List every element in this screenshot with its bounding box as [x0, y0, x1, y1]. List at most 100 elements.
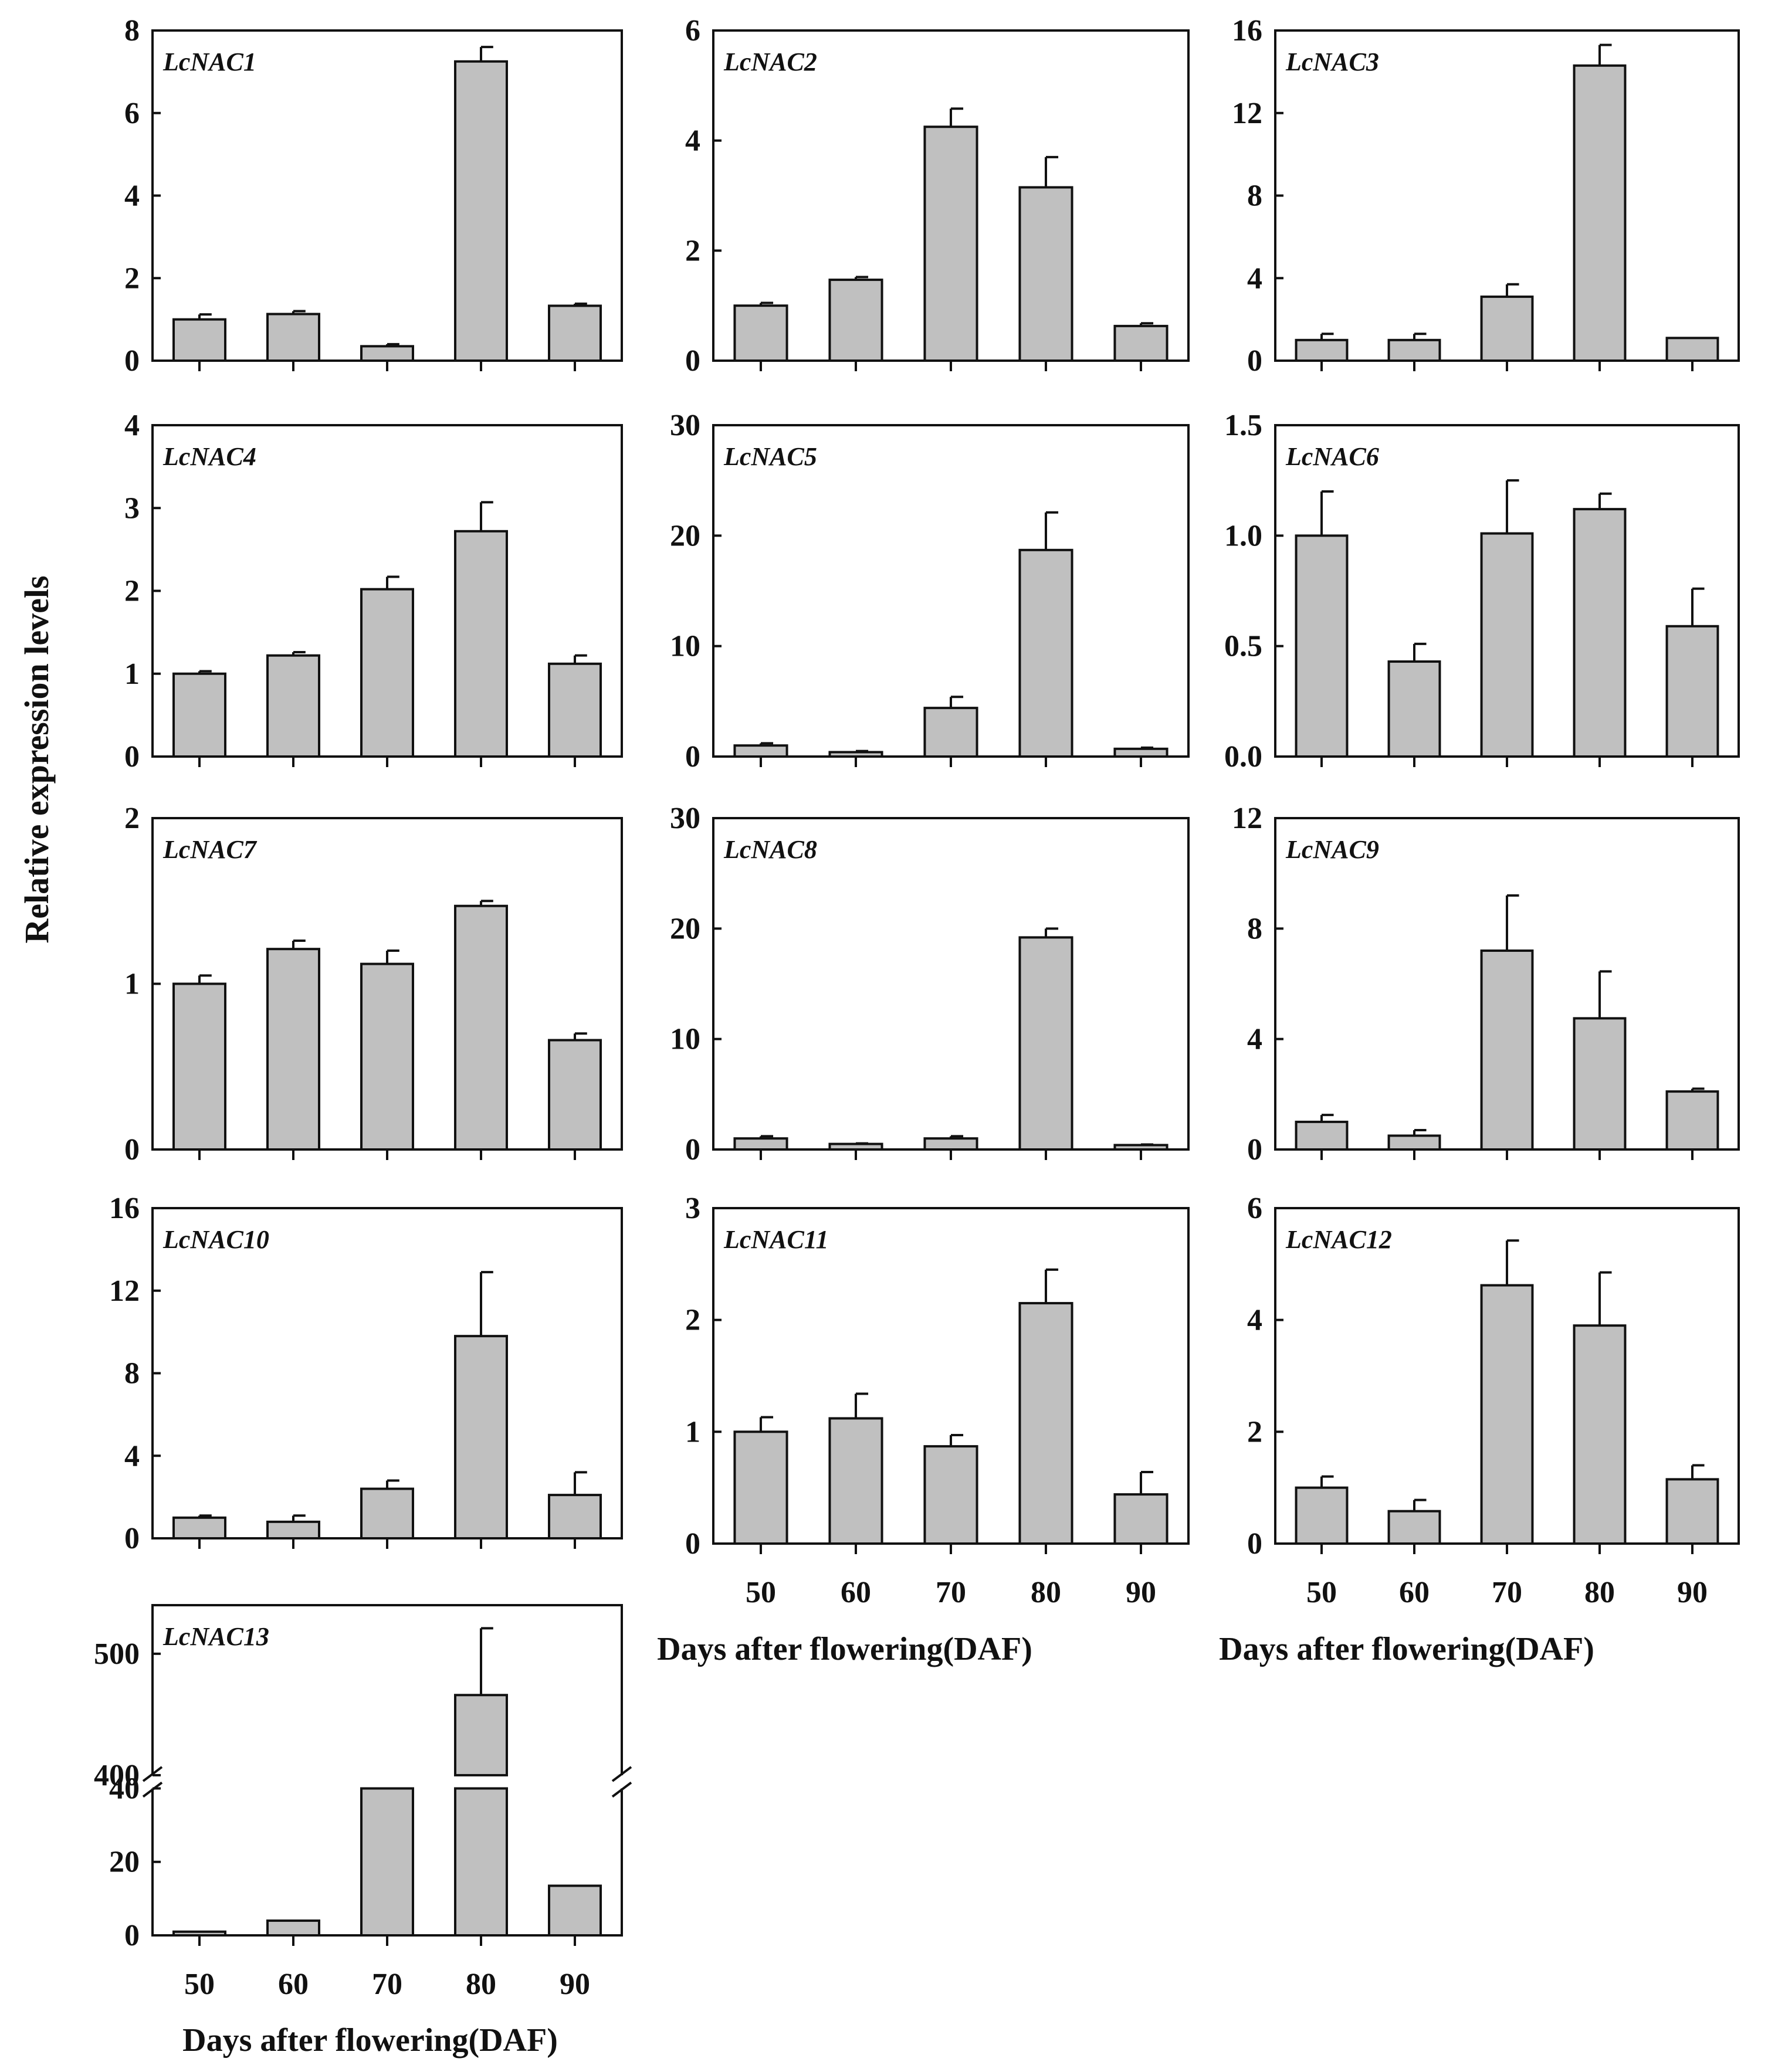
y-tick-label: 0 [685, 1527, 700, 1561]
bar-70 [923, 707, 978, 758]
bar-60 [1387, 1134, 1441, 1151]
y-tick-label: 0 [1247, 1133, 1262, 1166]
x-tick-label: 90 [1126, 1576, 1156, 1609]
x-tick-label: 60 [278, 1968, 309, 2001]
y-tick-label: 40 [109, 1772, 140, 1805]
chart-panels: 02468LcNAC10246LcNAC20481216LcNAC301234L… [94, 14, 1740, 2001]
y-tick-label: 500 [94, 1637, 140, 1671]
bar-90 [1665, 625, 1719, 758]
bar-60 [266, 1919, 320, 1937]
bar-80 [1573, 1017, 1627, 1151]
bar-90 [1665, 1478, 1719, 1545]
y-tick-label: 4 [1247, 262, 1262, 295]
bar-80 [1018, 1302, 1073, 1545]
bar-50 [172, 982, 226, 1151]
x-axis-titles: Days after flowering(DAF) Days after flo… [182, 1631, 1594, 2059]
y-tick-label: 2 [685, 1304, 700, 1337]
bar-70 [923, 1445, 978, 1545]
y-tick-label: 2 [124, 802, 140, 835]
bar-60 [1387, 660, 1441, 758]
panel-lcnac1: 0 2 4 6 8 LcNAC1 [124, 14, 623, 378]
x-tick-label: 50 [1306, 1576, 1337, 1609]
panel-lcnac7: 0 1 2 LcNAC7 [124, 802, 623, 1166]
bar-90 [1113, 747, 1168, 758]
bar-50 [172, 1516, 226, 1539]
bar-90 [548, 1884, 602, 1937]
y-tick-label: 0 [1247, 1527, 1262, 1561]
y-tick-label: 2 [124, 262, 140, 295]
panel-lcnac10: 0 4 8 12 16 LcNAC10 [109, 1192, 623, 1555]
y-tick-label: 1.5 [1224, 409, 1262, 442]
bar-60 [828, 1417, 883, 1545]
y-tick-label: 0 [1247, 344, 1262, 378]
x-tick-label: 70 [372, 1968, 402, 2001]
y-tick-label: 20 [670, 912, 700, 945]
bar-80 [454, 60, 508, 362]
bar-50 [172, 672, 226, 758]
panel-title-lcnac5: LcNAC5 [723, 442, 817, 471]
bar-60 [828, 279, 883, 362]
bar-upper-80 [454, 1694, 508, 1776]
x-tick-label: 80 [466, 1968, 496, 2001]
panel-lcnac5: 0 10 20 30 LcNAC5 [670, 409, 1190, 774]
panel-title-lcnac4: LcNAC4 [162, 442, 256, 471]
panel-title-lcnac8: LcNAC8 [723, 835, 817, 864]
bar-90 [1113, 324, 1168, 362]
bar-50 [733, 1137, 788, 1151]
bar-60 [1387, 1510, 1441, 1545]
panel-lcnac4: 0 1 2 3 4 LcNAC4 [124, 409, 623, 774]
bar-60 [266, 948, 320, 1151]
bar-90 [548, 1494, 602, 1539]
bar-90 [548, 304, 602, 362]
bar-70 [1480, 295, 1534, 362]
y-tick-label: 2 [124, 575, 140, 608]
bar-50 [1295, 338, 1349, 362]
bar-50 [172, 1930, 226, 1937]
y-tick-label: 2 [685, 234, 700, 267]
bar-50 [733, 304, 788, 362]
bar-70 [923, 126, 978, 362]
panel-lcnac9: 0 4 8 12 LcNAC9 [1232, 802, 1740, 1166]
panel-title-lcnac2: LcNAC2 [723, 48, 817, 76]
bar-50 [1295, 1120, 1349, 1151]
y-tick-label: 0 [124, 1522, 140, 1555]
bar-80 [1573, 64, 1627, 362]
y-tick-label: 30 [670, 802, 700, 835]
y-tick-label: 4 [1247, 1304, 1262, 1337]
y-tick-label: 8 [1247, 912, 1262, 945]
x-axis-title-lcnac12: Days after flowering(DAF) [1219, 1631, 1594, 1667]
bar-70 [360, 1787, 414, 1937]
bar-60 [266, 1520, 320, 1540]
y-tick-label: 400 [94, 1759, 140, 1792]
bar-80 [454, 1335, 508, 1540]
bar-60 [828, 751, 883, 758]
y-tick-label: 0 [124, 1133, 140, 1166]
axis-break-mark-lower-1 [611, 1781, 632, 1798]
axis-break-mark-upper-1 [611, 1766, 632, 1782]
y-tick-label: 4 [124, 1439, 140, 1473]
x-tick-label: 50 [184, 1968, 215, 2001]
y-tick-label: 10 [670, 1023, 700, 1056]
y-tick-label: 0 [124, 1919, 140, 1952]
x-tick-label: 80 [1584, 1576, 1615, 1609]
y-tick-label: 0 [124, 344, 140, 378]
y-tick-label: 8 [1247, 179, 1262, 213]
panel-lcnac8: 0 10 20 30 LcNAC8 [670, 802, 1190, 1166]
bar-70 [1480, 949, 1534, 1151]
bar-70 [360, 1487, 414, 1540]
y-tick-label: 12 [1232, 97, 1262, 130]
x-axis-title-lcnac11: Days after flowering(DAF) [657, 1631, 1032, 1667]
y-tick-label: 0.0 [1224, 740, 1262, 774]
x-tick-label: 90 [560, 1968, 590, 2001]
panel-title-lcnac6: LcNAC6 [1285, 442, 1379, 471]
panel-lcnac12: 0 2 4 6 50 60 70 80 90 LcNAC12 [1247, 1192, 1740, 1609]
bar-60 [266, 313, 320, 362]
bar-80 [454, 1787, 508, 1937]
y-tick-label: 4 [124, 179, 140, 213]
y-tick-label: 6 [685, 14, 700, 48]
bar-70 [923, 1137, 978, 1151]
y-tick-label: 20 [109, 1846, 140, 1879]
frame-lcnac8 [712, 817, 1190, 1151]
